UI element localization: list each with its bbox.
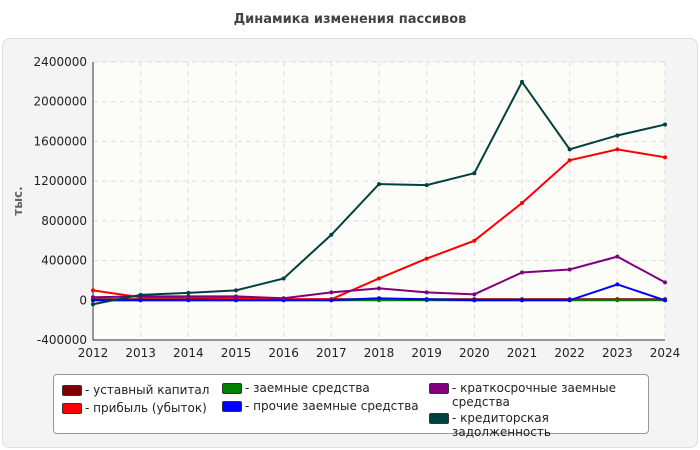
data-point <box>567 158 572 163</box>
data-point <box>615 298 620 303</box>
data-point <box>520 79 524 84</box>
y-tick-label: -400000 <box>37 333 87 347</box>
y-tick-label: 400000 <box>41 254 87 268</box>
data-point <box>91 302 95 307</box>
data-point <box>424 183 429 188</box>
x-tick-label: 2014 <box>173 346 204 360</box>
data-point <box>615 254 620 259</box>
data-point <box>281 276 286 281</box>
x-tick-label: 2022 <box>554 346 585 360</box>
x-tick-label: 2016 <box>268 346 299 360</box>
data-point <box>520 298 524 303</box>
data-point <box>472 238 477 243</box>
data-point <box>520 270 524 275</box>
legend-item: - кредиторская задолженность <box>429 411 648 439</box>
data-point <box>377 182 381 187</box>
x-tick-label: 2021 <box>507 346 538 360</box>
y-tick-label: 2000000 <box>34 95 87 109</box>
legend-label: - краткосрочные заемные средства <box>452 381 616 409</box>
x-tick-label: 2015 <box>221 346 252 360</box>
data-point <box>138 292 143 297</box>
legend-swatch <box>62 403 82 414</box>
data-point <box>91 295 95 300</box>
legend-swatch <box>429 383 449 394</box>
data-point <box>424 290 429 295</box>
data-point <box>234 288 238 293</box>
y-axis-label: тыс. <box>11 186 25 215</box>
data-point <box>472 292 477 297</box>
legend-label: - уставный капитал <box>85 383 210 397</box>
legend-item: - прочие заемные средства <box>222 399 419 413</box>
legend-label: - прочие заемные средства <box>245 399 419 413</box>
data-point <box>615 133 620 138</box>
data-point <box>234 298 238 303</box>
data-point <box>663 298 667 303</box>
data-point <box>234 294 238 299</box>
data-point <box>567 267 572 272</box>
x-tick-label: 2023 <box>602 346 633 360</box>
data-point <box>472 298 477 303</box>
x-tick-label: 2013 <box>125 346 156 360</box>
data-point <box>377 276 381 281</box>
data-point <box>329 290 334 295</box>
data-point <box>329 232 334 237</box>
legend-label: - прибыль (убыток) <box>85 401 207 415</box>
chart-title: Динамика изменения пассивов <box>233 12 467 27</box>
data-point <box>424 297 429 302</box>
legend-swatch <box>222 383 242 394</box>
x-tick-label: 2017 <box>316 346 347 360</box>
data-point <box>281 296 286 301</box>
legend-label: - заемные средства <box>245 381 370 395</box>
data-point <box>186 294 191 299</box>
legend-item: - уставный капитал <box>62 383 209 397</box>
x-tick-label: 2018 <box>364 346 395 360</box>
data-point <box>663 155 667 160</box>
legend-swatch <box>222 401 242 412</box>
data-point <box>186 298 191 303</box>
data-point <box>91 288 95 293</box>
data-point <box>424 256 429 261</box>
x-tick-label: 2020 <box>459 346 490 360</box>
legend-label: - кредиторская задолженность <box>452 411 551 439</box>
data-point <box>186 290 191 295</box>
y-tick-label: 800000 <box>41 214 87 228</box>
x-tick-label: 2012 <box>78 346 109 360</box>
data-point <box>377 296 381 301</box>
data-point <box>567 147 572 152</box>
y-tick-label: 1200000 <box>34 174 87 188</box>
data-point <box>520 200 524 205</box>
data-point <box>91 298 95 303</box>
data-point <box>138 298 143 303</box>
data-point <box>615 147 620 152</box>
data-point <box>663 122 667 127</box>
legend-swatch <box>429 413 449 424</box>
legend-item: - прибыль (убыток) <box>62 401 207 415</box>
data-point <box>329 298 334 303</box>
data-point <box>472 171 477 176</box>
y-tick-label: 1600000 <box>34 134 87 148</box>
legend: - уставный капитал - прибыль (убыток) - за… <box>53 374 649 439</box>
y-tick-label: 2400000 <box>34 55 87 69</box>
data-point <box>377 286 381 291</box>
data-point <box>615 282 620 287</box>
x-tick-label: 2024 <box>650 346 681 360</box>
data-point <box>567 298 572 303</box>
x-tick-label: 2019 <box>411 346 442 360</box>
legend-swatch <box>62 385 82 396</box>
y-tick-label: 0 <box>79 293 87 307</box>
legend-item: - краткосрочные заемные средства <box>429 381 642 409</box>
data-point <box>663 280 667 285</box>
legend-item: - заемные средства <box>222 381 370 395</box>
